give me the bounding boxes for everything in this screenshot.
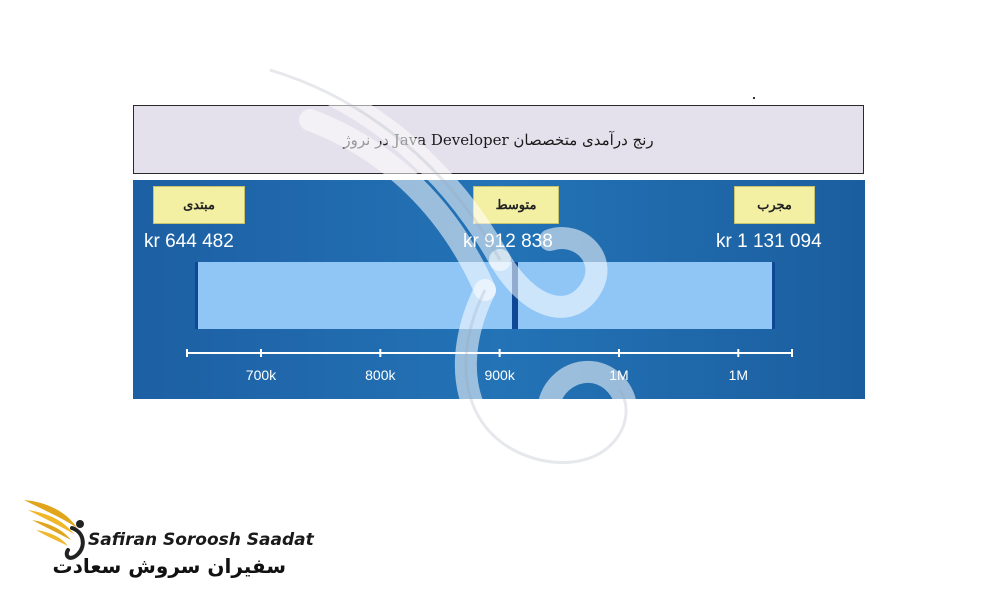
logo-name-en: Safiran Soroosh Saadat: [88, 530, 314, 550]
logo-wing-icon: [24, 500, 85, 560]
amount-beginner: kr 644 482: [144, 231, 234, 252]
level-label-senior: مجرب: [757, 197, 792, 213]
level-tag-senior: مجرب: [734, 186, 815, 224]
amount-senior: kr 1 131 094: [716, 231, 822, 252]
logo-name-fa: سفیران سروش سعادت: [52, 554, 287, 578]
level-tag-beginner: مبتدی: [153, 186, 245, 224]
x-axis-tick-label: 1M: [609, 367, 629, 383]
x-axis-tick-label: 900k: [484, 367, 515, 383]
stray-dot: [753, 97, 755, 99]
level-label-beginner: مبتدی: [183, 197, 215, 213]
x-axis-tick-label: 700k: [245, 367, 277, 383]
x-axis-tick-label: 1M: [728, 367, 749, 383]
x-axis-tick-label: 800k: [365, 367, 396, 383]
